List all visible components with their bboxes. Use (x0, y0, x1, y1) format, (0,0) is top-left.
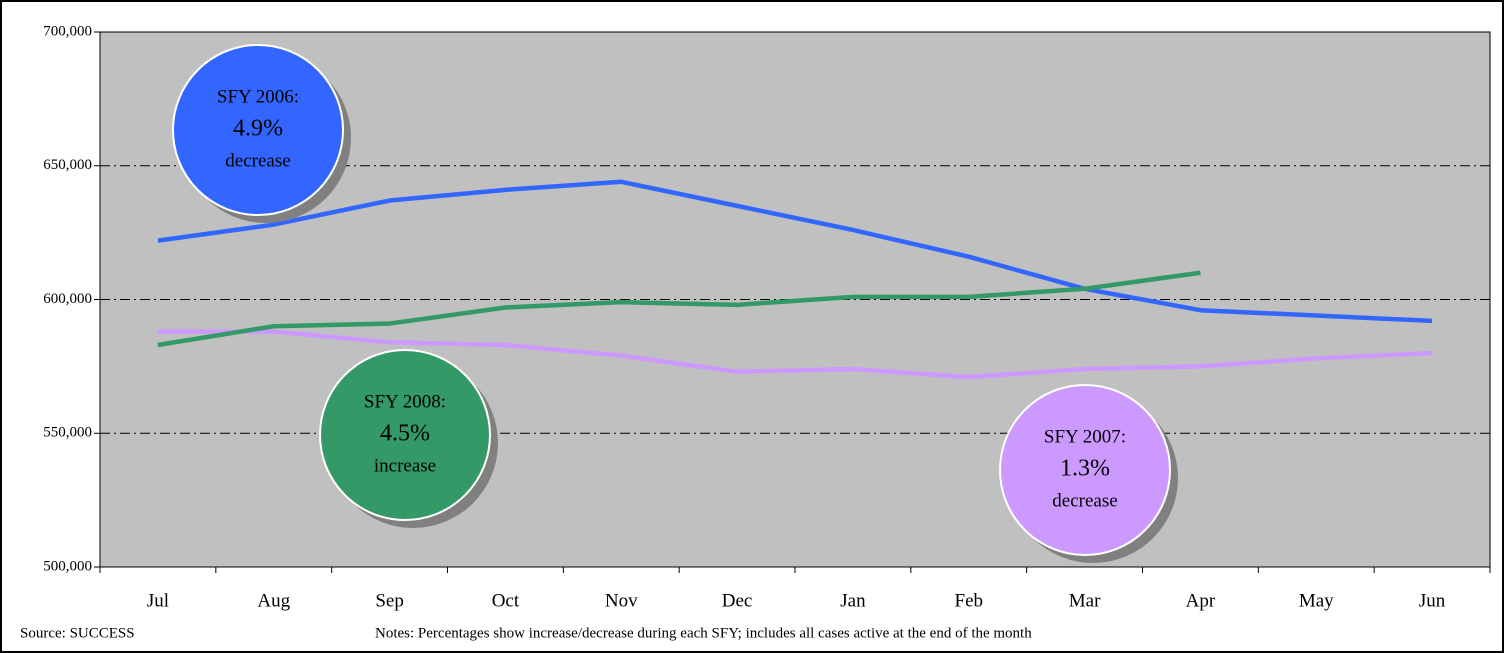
x-tick-label: Nov (605, 590, 638, 611)
bubble-text: SFY 2007: (1044, 426, 1126, 447)
x-tick-label: Feb (955, 590, 984, 611)
bubble-text: SFY 2006: (217, 86, 299, 107)
bubble-text: 4.9% (233, 116, 283, 142)
x-tick-label: May (1299, 590, 1334, 611)
x-tick-label: Aug (257, 590, 290, 611)
x-tick-label: Sep (375, 590, 404, 611)
series-line (157, 270, 1201, 348)
bubble (999, 384, 1171, 556)
y-tick-label: 500,000 (43, 558, 92, 574)
x-tick-label: Jul (147, 590, 169, 611)
source: Source: SUCCESS (20, 625, 135, 641)
bubble-text: SFY 2008: (364, 391, 446, 412)
x-tick-label: Oct (492, 590, 520, 611)
x-tick-label: Dec (722, 590, 753, 611)
x-tick-label: Jun (1419, 590, 1446, 611)
bubble (172, 44, 344, 216)
x-tick-label: Mar (1069, 590, 1101, 611)
series-line (157, 179, 1433, 324)
y-tick-label: 700,000 (43, 23, 92, 39)
y-tick-label: 650,000 (43, 157, 92, 173)
x-tick-label: Apr (1186, 590, 1216, 611)
y-tick-label: 550,000 (43, 425, 92, 441)
y-tick-label: 600,000 (43, 291, 92, 307)
x-tick-label: Jan (840, 590, 866, 611)
bubble-text: 4.5% (380, 421, 430, 447)
bubble-text: decrease (1052, 490, 1117, 511)
bubble (319, 349, 491, 521)
bubble-text: decrease (225, 150, 290, 171)
bubble-text: 1.3% (1060, 456, 1110, 482)
series-line (157, 329, 1433, 380)
bubble-text: increase (374, 455, 436, 476)
notes: Notes: Percentages show increase/decreas… (375, 625, 1032, 641)
